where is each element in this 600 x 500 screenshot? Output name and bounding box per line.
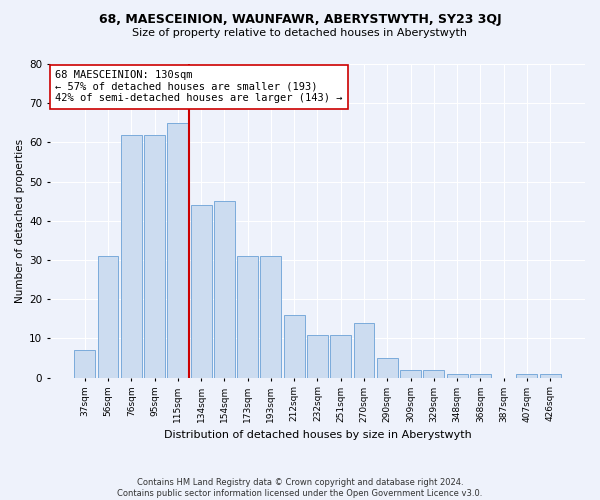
Bar [284,315,305,378]
Bar [191,205,212,378]
X-axis label: Distribution of detached houses by size in Aberystwyth: Distribution of detached houses by size … [164,430,472,440]
Y-axis label: Number of detached properties: Number of detached properties [15,139,25,303]
Bar [517,374,538,378]
Bar [74,350,95,378]
Bar [540,374,560,378]
Text: 68, MAESCEINION, WAUNFAWR, ABERYSTWYTH, SY23 3QJ: 68, MAESCEINION, WAUNFAWR, ABERYSTWYTH, … [98,12,502,26]
Bar [260,256,281,378]
Bar [121,134,142,378]
Bar [446,374,467,378]
Bar [330,334,351,378]
Bar [98,256,118,378]
Bar [307,334,328,378]
Bar [470,374,491,378]
Text: Size of property relative to detached houses in Aberystwyth: Size of property relative to detached ho… [133,28,467,38]
Text: Contains HM Land Registry data © Crown copyright and database right 2024.
Contai: Contains HM Land Registry data © Crown c… [118,478,482,498]
Bar [424,370,445,378]
Bar [214,201,235,378]
Bar [237,256,258,378]
Bar [400,370,421,378]
Bar [167,123,188,378]
Bar [353,323,374,378]
Text: 68 MAESCEINION: 130sqm
← 57% of detached houses are smaller (193)
42% of semi-de: 68 MAESCEINION: 130sqm ← 57% of detached… [55,70,343,104]
Bar [144,134,165,378]
Bar [377,358,398,378]
